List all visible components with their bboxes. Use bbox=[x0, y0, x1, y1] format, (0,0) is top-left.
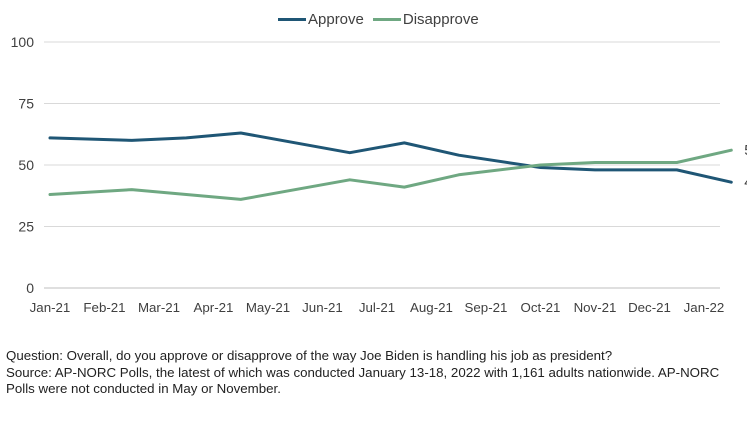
y-tick-label: 100 bbox=[11, 34, 35, 50]
x-tick-label: Aug-21 bbox=[410, 300, 453, 315]
chart-legend: Approve Disapprove bbox=[278, 11, 488, 28]
y-tick-label: 50 bbox=[18, 157, 34, 173]
x-tick-label: Dec-21 bbox=[628, 300, 671, 315]
x-tick-label: Jan-21 bbox=[30, 300, 71, 315]
x-tick-label: Oct-21 bbox=[521, 300, 561, 315]
x-tick-label: Jun-21 bbox=[302, 300, 343, 315]
legend-item-disapprove: Disapprove bbox=[372, 11, 479, 28]
y-tick-label: 0 bbox=[26, 280, 34, 296]
legend-item-approve: Approve bbox=[278, 11, 364, 28]
legend-swatch-approve bbox=[278, 18, 306, 21]
x-tick-label: May-21 bbox=[246, 300, 290, 315]
legend-swatch-disapprove bbox=[372, 18, 401, 21]
legend-label-approve: Approve bbox=[308, 11, 364, 28]
end-label-approve: 43 bbox=[744, 174, 747, 191]
x-tick-label: Apr-21 bbox=[194, 300, 234, 315]
legend-label-disapprove: Disapprove bbox=[402, 11, 479, 28]
end-label-disapprove: 56 bbox=[744, 142, 747, 159]
y-tick-label: 25 bbox=[18, 219, 34, 235]
x-tick-label: Nov-21 bbox=[574, 300, 617, 315]
x-tick-label: Feb-21 bbox=[83, 300, 125, 315]
x-tick-label: Jul-21 bbox=[359, 300, 395, 315]
question-note: Question: Overall, do you approve or dis… bbox=[6, 348, 613, 363]
chart-notes: Question: Overall, do you approve or dis… bbox=[6, 348, 741, 398]
source-note: Source: AP-NORC Polls, the latest of whi… bbox=[6, 364, 720, 397]
series-line-approve bbox=[48, 131, 733, 184]
x-tick-label: Sep-21 bbox=[465, 300, 508, 315]
x-tick-label: Mar-21 bbox=[138, 300, 180, 315]
line-chart: 0 25 50 75 100 Jan-21 Feb-21 Mar-21 Apr-21 May-21… bbox=[11, 34, 747, 315]
y-tick-label: 75 bbox=[18, 96, 34, 112]
series-line-disapprove bbox=[48, 148, 733, 201]
x-tick-label: Jan-22 bbox=[684, 300, 725, 315]
